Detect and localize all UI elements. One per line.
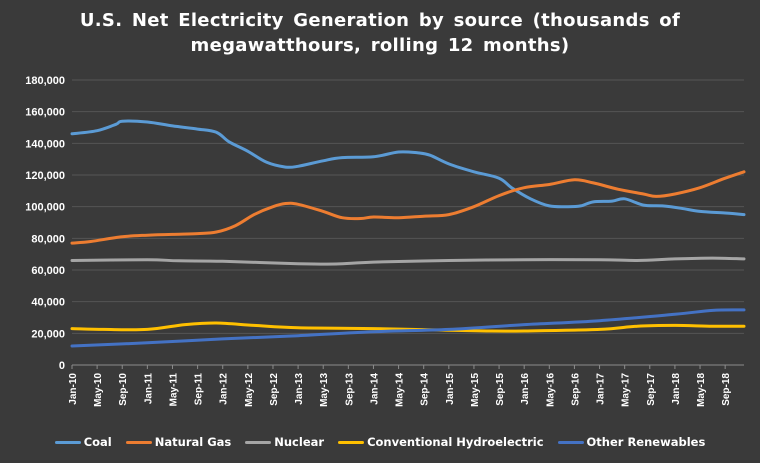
x-tick-label: Sep-16 xyxy=(570,373,581,406)
x-tick-label: May-18 xyxy=(696,373,707,407)
x-tick-label: May-10 xyxy=(93,373,104,407)
x-tick-label: Sep-15 xyxy=(495,373,506,406)
x-tick-label: Jan-12 xyxy=(219,373,230,405)
x-tick-label: Jan-18 xyxy=(671,373,682,405)
legend-item-natural-gas: Natural Gas xyxy=(125,434,232,450)
legend-swatch xyxy=(557,440,584,444)
x-tick-label: Jan-13 xyxy=(294,373,305,405)
x-tick-label: Sep-12 xyxy=(269,373,280,406)
x-tick-label: May-14 xyxy=(395,373,406,407)
x-tick-label: May-16 xyxy=(545,373,556,407)
chart-legend: Coal Natural Gas Nuclear Conventional Hydro… xyxy=(0,434,760,450)
y-tick-label: 20,000 xyxy=(31,328,65,340)
y-tick-label: 180,000 xyxy=(25,75,65,87)
legend-item-other-renewables: Other Renewables xyxy=(557,434,706,450)
x-tick-label: May-13 xyxy=(319,373,330,407)
series-line-other-renewables xyxy=(70,308,746,348)
x-tick-label: May-15 xyxy=(470,373,481,407)
series-lines xyxy=(70,119,746,348)
y-tick-label: 160,000 xyxy=(25,107,65,119)
y-tick-label: 140,000 xyxy=(25,138,65,150)
legend-label: Other Renewables xyxy=(586,435,706,449)
x-tick-label: Jan-17 xyxy=(596,373,607,405)
legend-item-coal: Coal xyxy=(54,434,112,450)
x-axis-ticks: Jan-10 May-10 Sep-10 Jan-11 May-11 Sep-11 Jan-… xyxy=(68,365,732,407)
legend-item-conventional-hydroelectric: Conventional Hydroelectric xyxy=(338,434,544,450)
legend-swatch xyxy=(54,440,81,444)
y-tick-label: 40,000 xyxy=(31,297,65,309)
x-tick-label: Sep-13 xyxy=(344,373,355,406)
legend-swatch xyxy=(245,440,272,444)
x-tick-label: Sep-18 xyxy=(721,373,732,406)
x-tick-label: Sep-14 xyxy=(420,373,431,406)
grid-lines xyxy=(72,79,744,366)
y-tick-label: 80,000 xyxy=(31,233,65,245)
x-tick-label: Sep-10 xyxy=(118,373,129,406)
y-tick-label: 100,000 xyxy=(25,202,65,214)
x-tick-label: Sep-17 xyxy=(646,373,657,406)
x-tick-label: Jan-14 xyxy=(369,373,380,405)
x-tick-label: Jan-10 xyxy=(68,373,79,405)
x-tick-label: May-11 xyxy=(168,373,179,407)
legend-label: Coal xyxy=(83,435,112,449)
x-tick-label: Jan-16 xyxy=(520,373,531,405)
y-tick-label: 120,000 xyxy=(25,170,65,182)
legend-item-nuclear: Nuclear xyxy=(245,434,324,450)
y-axis-ticks: 0 20,000 40,000 60,000 80,000 100,000 120,000 1… xyxy=(25,75,65,372)
legend-label: Nuclear xyxy=(274,435,325,449)
y-tick-label: 60,000 xyxy=(31,265,65,277)
x-tick-label: Sep-11 xyxy=(194,373,205,406)
series-line-coal xyxy=(70,119,746,217)
y-tick-label: 0 xyxy=(59,360,65,372)
chart-title: U.S. Net Electricity Generation by sourc… xyxy=(79,10,681,56)
legend-label: Natural Gas xyxy=(154,435,232,449)
legend-swatch xyxy=(125,440,152,444)
x-tick-label: May-12 xyxy=(244,373,255,407)
x-tick-label: Jan-15 xyxy=(445,373,456,405)
x-tick-label: May-17 xyxy=(621,373,632,407)
legend-swatch xyxy=(338,440,365,444)
series-line-nuclear xyxy=(70,256,746,266)
legend-label: Conventional Hydroelectric xyxy=(367,435,544,449)
x-tick-label: Jan-11 xyxy=(143,373,154,405)
series-line-natural-gas xyxy=(70,170,746,245)
